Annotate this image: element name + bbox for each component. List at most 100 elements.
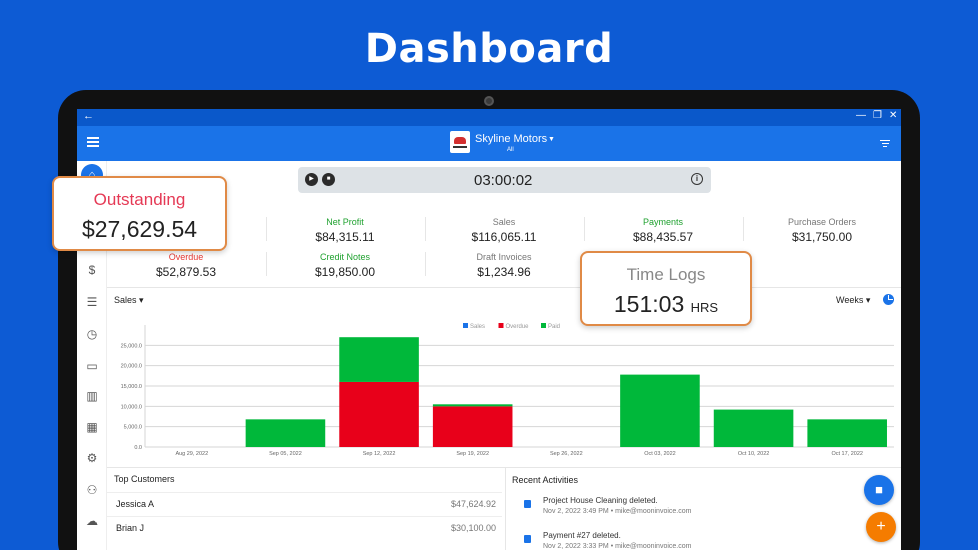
legend-swatch — [463, 323, 468, 328]
outstanding-value: $27,629.54 — [81, 216, 198, 242]
restore-icon[interactable]: ❐ — [873, 110, 882, 121]
metric-label: Payments — [642, 217, 684, 227]
legend-label: Paid — [548, 324, 560, 330]
x-tick-label: Oct 03, 2022 — [644, 451, 676, 457]
time-logs-value: 151:03 — [613, 291, 685, 317]
app-bar: Skyline Motors All ▼ — [77, 126, 901, 161]
x-tick-label: Oct 17, 2022 — [831, 451, 863, 457]
customer-name: Jessica A — [116, 499, 155, 509]
calculator-icon[interactable]: ▦ — [86, 420, 98, 434]
play-icon[interactable]: ▶ — [305, 173, 318, 186]
bar-paid — [713, 409, 794, 447]
metric-value: $88,435.57 — [632, 230, 694, 244]
bar-overdue — [339, 381, 419, 447]
company-name[interactable]: Skyline Motors — [475, 133, 548, 145]
metric-value: $84,315.11 — [315, 230, 375, 244]
info-icon[interactable]: i — [691, 173, 703, 185]
report-icon[interactable]: ▥ — [86, 389, 98, 403]
metric-label: Credit Notes — [319, 252, 371, 262]
section-divider — [107, 287, 901, 288]
period-label: Weeks — [836, 295, 864, 305]
sales-dropdown[interactable]: Sales ▾ — [114, 295, 144, 305]
activity-title: Project House Cleaning deleted. — [543, 496, 658, 505]
divider — [266, 217, 267, 241]
add-button[interactable]: + — [866, 512, 896, 542]
chart-type-icon[interactable] — [883, 294, 894, 305]
x-tick-label: Sep 26, 2022 — [550, 451, 583, 457]
y-tick-label: 25,000.0 — [121, 343, 142, 349]
x-tick-label: Oct 10, 2022 — [738, 451, 770, 457]
customer-amount: $47,624.92 — [450, 499, 496, 509]
cloud-icon[interactable]: ☁ — [86, 514, 98, 528]
time-logs-label: Time Logs — [626, 265, 706, 284]
bar-paid — [807, 419, 887, 447]
company-filter-label: All — [507, 147, 514, 153]
y-tick-label: 15,000.0 — [121, 384, 142, 390]
x-tick-label: Sep 12, 2022 — [363, 451, 396, 457]
team-icon[interactable]: ⚇ — [86, 483, 98, 497]
metric-label: Sales — [492, 217, 516, 227]
stop-icon[interactable]: ■ — [322, 173, 335, 186]
metric-value: $19,850.00 — [314, 265, 376, 279]
metric-label: Draft Invoices — [476, 252, 532, 262]
divider — [266, 252, 267, 276]
estimate-icon[interactable]: ☰ — [86, 295, 98, 309]
chevron-down-icon[interactable]: ▼ — [548, 136, 555, 143]
metric-draft-invoices[interactable]: Draft Invoices $1,234.96 — [429, 252, 579, 279]
recent-activities-title: Recent Activities — [512, 475, 579, 485]
clock-icon[interactable]: ◷ — [86, 327, 98, 341]
metric-credit-notes[interactable]: Credit Notes $19,850.00 — [270, 252, 420, 279]
hamburger-menu-icon[interactable] — [87, 137, 99, 147]
y-tick-label: 0.0 — [134, 445, 142, 451]
divider — [584, 217, 585, 241]
customer-row[interactable]: Jessica A $47,624.92 — [107, 492, 502, 516]
sales-chart: Sales Overdue Paid 0.0 5,000.0 10,000.0 15,000… — [121, 323, 894, 457]
trash-icon — [524, 535, 531, 543]
metric-payments[interactable]: Payments $88,435.57 — [588, 217, 738, 244]
metric-overdue[interactable]: Overdue $52,879.53 — [111, 252, 261, 279]
metric-value: $52,879.53 — [155, 265, 217, 279]
outstanding-callout: Outstanding $27,629.54 — [52, 176, 227, 251]
time-logs-unit: HRS — [690, 300, 719, 315]
legend-label: Sales — [470, 324, 485, 330]
metric-label: Purchase Orders — [787, 217, 857, 227]
bar-paid — [245, 419, 326, 447]
x-tick-label: Sep 19, 2022 — [456, 451, 489, 457]
period-dropdown[interactable]: Weeks ▾ — [836, 295, 871, 305]
activity-meta: Nov 2, 2022 3:49 PM • mike@mooninvoice.c… — [543, 508, 692, 515]
activity-title: Payment #27 deleted. — [543, 531, 621, 540]
x-tick-label: Aug 29, 2022 — [175, 451, 208, 457]
bar-paid — [339, 337, 419, 382]
y-tick-label: 10,000.0 — [121, 404, 142, 410]
trash-icon — [524, 500, 531, 508]
x-tick-label: Sep 05, 2022 — [269, 451, 302, 457]
top-customers-title: Top Customers — [114, 474, 175, 484]
bar-overdue — [432, 406, 513, 447]
company-logo[interactable] — [450, 131, 470, 153]
invoice-icon[interactable]: $ — [88, 263, 96, 277]
metric-sales[interactable]: Sales $116,065.11 — [429, 217, 579, 244]
metric-net-profit[interactable]: Net Profit $84,315.11 — [270, 217, 420, 244]
divider — [743, 217, 744, 241]
section-divider — [107, 467, 901, 468]
camera — [484, 96, 494, 106]
filter-icon[interactable] — [880, 140, 890, 149]
time-tracker: ▶ ■ 03:00:02 i — [298, 167, 711, 193]
y-tick-label: 5,000.0 — [124, 425, 142, 431]
legend-swatch — [498, 323, 504, 328]
time-logs-callout: Time Logs 151:03 HRS — [580, 251, 752, 326]
metric-value: $116,065.11 — [471, 230, 537, 244]
customer-amount: $30,100.00 — [450, 523, 496, 533]
customer-row[interactable]: Brian J $30,100.00 — [107, 516, 502, 540]
folder-icon[interactable]: ▭ — [86, 359, 98, 373]
settings-icon[interactable]: ⚙ — [86, 451, 98, 465]
metric-label: Overdue — [168, 252, 204, 262]
chat-button[interactable]: ■ — [864, 475, 894, 505]
legend-label: Overdue — [506, 324, 530, 330]
page-title: Dashboard — [364, 26, 614, 72]
back-arrow-icon[interactable]: ← — [83, 110, 94, 122]
sales-title: Sales — [114, 295, 137, 305]
metric-purchase-orders[interactable]: Purchase Orders $31,750.00 — [747, 217, 897, 244]
minimize-icon[interactable]: — — [856, 110, 866, 121]
close-icon[interactable]: ✕ — [889, 110, 898, 121]
